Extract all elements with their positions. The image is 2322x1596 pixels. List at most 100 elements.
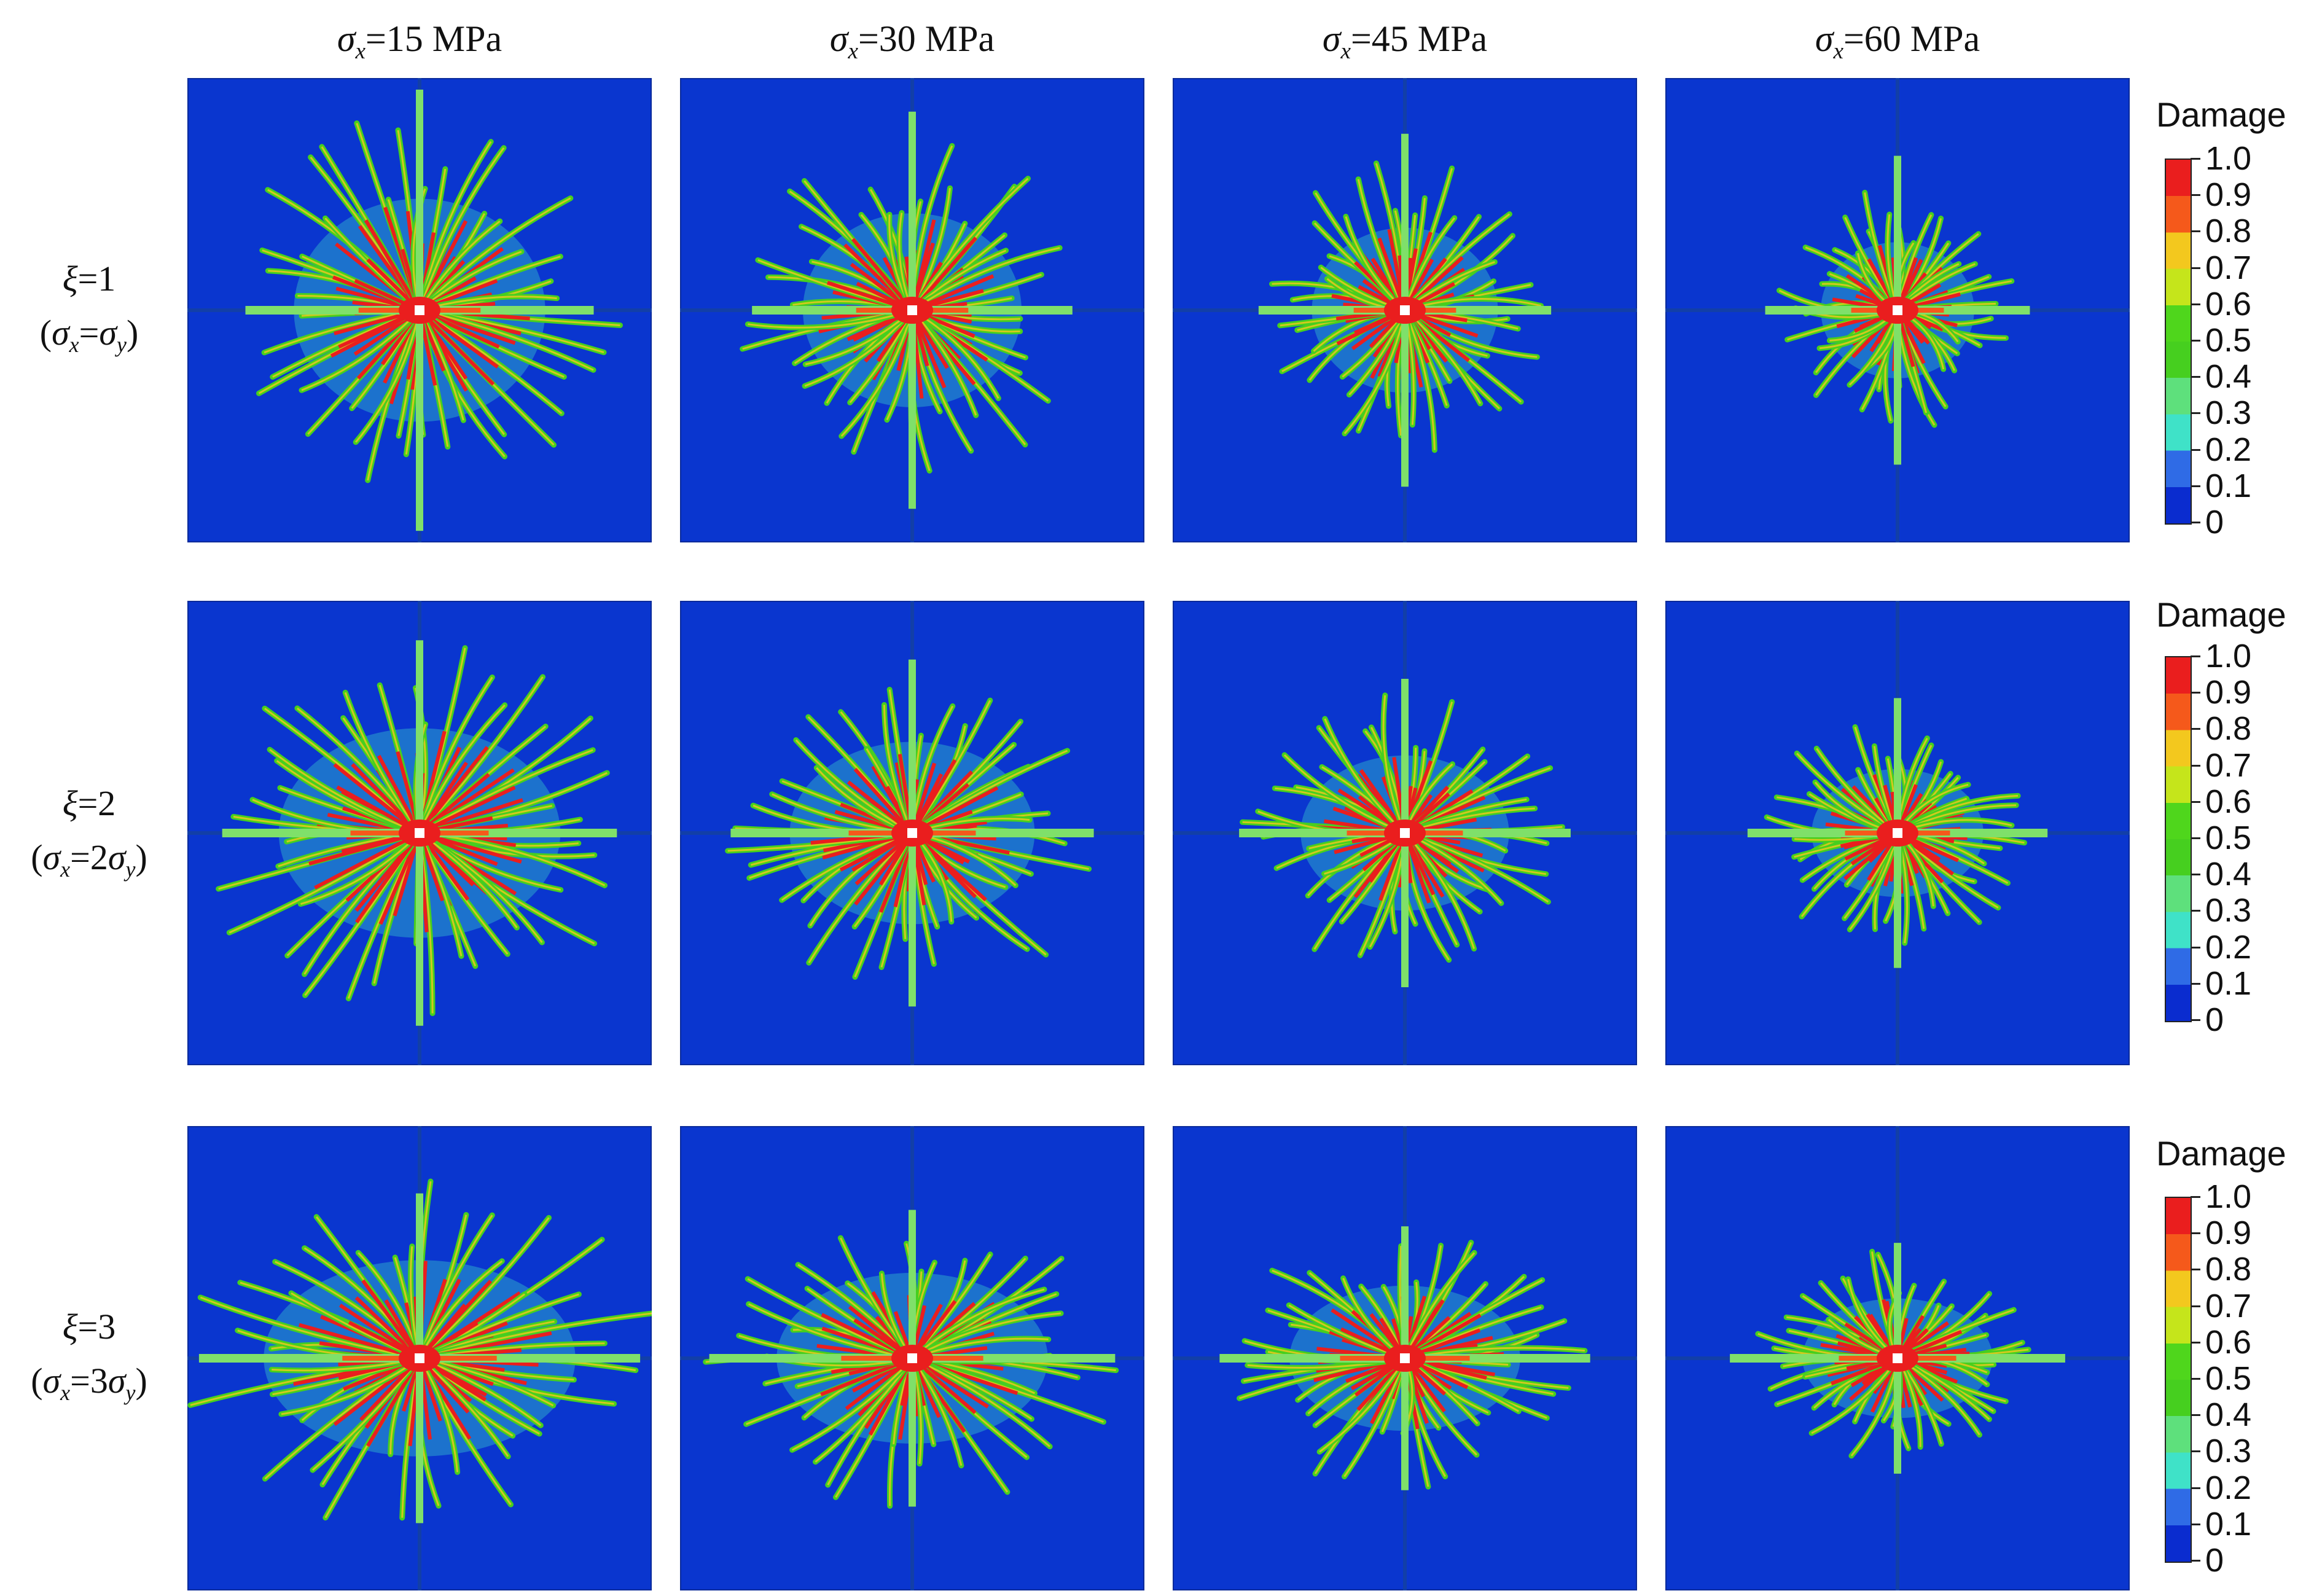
colorbar-tick-label: 0.8 <box>2205 1251 2252 1288</box>
borehole <box>907 828 917 838</box>
colorbar-tick-label: 0.5 <box>2205 820 2252 856</box>
colorbar-tick-mark <box>2191 1523 2200 1525</box>
colorbar <box>2165 656 2192 1022</box>
colorbar-tick-label: 0.9 <box>2205 674 2252 711</box>
colorbar-tick-label: 0.4 <box>2205 856 2252 893</box>
borehole <box>907 305 917 315</box>
colorbar-tick-label: 0.8 <box>2205 710 2252 748</box>
colorbar-tick-label: 0.3 <box>2205 892 2252 929</box>
colorbar-tick-mark <box>2191 1196 2200 1198</box>
damage-panel <box>187 1126 652 1590</box>
colorbar-tick-mark <box>2191 230 2200 233</box>
colorbar-tick-label: 0.2 <box>2205 431 2252 468</box>
colorbar-tick-label: 0.7 <box>2205 746 2252 784</box>
colorbar-title: Damage <box>2156 1134 2286 1173</box>
colorbar-tick-mark <box>2191 412 2200 415</box>
colorbar-tick-label: 0 <box>2205 1001 2224 1038</box>
damage-field <box>1665 601 2130 1065</box>
damage-panel <box>680 1126 1144 1590</box>
damage-panel <box>187 78 652 542</box>
column-header: σx=45 MPa <box>1322 18 1488 64</box>
colorbar-tick-mark <box>2191 303 2200 305</box>
damage-panel <box>1173 78 1637 542</box>
borehole <box>1400 305 1410 315</box>
colorbar-tick-label: 0 <box>2205 1542 2224 1579</box>
damage-field <box>187 601 652 1065</box>
colorbar-tick-mark <box>2191 728 2200 730</box>
damage-field <box>680 78 1144 542</box>
row-label: ξ=1 (σx=σy) <box>39 259 139 357</box>
damage-panel <box>1173 1126 1637 1590</box>
damage-panel <box>1665 1126 2130 1590</box>
colorbar-tick-label: 0.6 <box>2205 783 2252 820</box>
colorbar-tick-mark <box>2191 194 2200 197</box>
borehole <box>415 1353 424 1363</box>
borehole <box>907 1353 917 1363</box>
colorbar-tick-label: 0.9 <box>2205 1215 2252 1252</box>
damage-field <box>1665 1126 2130 1590</box>
damage-field <box>187 1126 652 1590</box>
colorbar-tick-mark <box>2191 946 2200 949</box>
colorbar-tick-label: 0.1 <box>2205 467 2252 504</box>
colorbar-tick-mark <box>2191 158 2200 160</box>
colorbar-tick-label: 1.0 <box>2205 1178 2252 1215</box>
damage-panel <box>680 78 1144 542</box>
damage-panel <box>1665 601 2130 1065</box>
colorbar-tick-mark <box>2191 1341 2200 1344</box>
colorbar-tick-mark <box>2191 340 2200 342</box>
colorbar-tick-label: 0.9 <box>2205 176 2252 214</box>
damage-field <box>1173 601 1637 1065</box>
colorbar-tick-mark <box>2191 1414 2200 1417</box>
damage-field <box>680 601 1144 1065</box>
colorbar-tick-mark <box>2191 837 2200 839</box>
borehole <box>1893 1353 1902 1363</box>
borehole <box>1893 828 1902 838</box>
colorbar-tick-label: 0.5 <box>2205 1360 2252 1397</box>
colorbar-tick-mark <box>2191 522 2200 523</box>
colorbar-tick-label: 0.8 <box>2205 213 2252 250</box>
damage-field <box>187 78 652 542</box>
colorbar-tick-mark <box>2191 764 2200 767</box>
colorbar-tick-mark <box>2191 1019 2200 1021</box>
colorbar-tick-label: 0.3 <box>2205 1433 2252 1470</box>
damage-field <box>680 1126 1144 1590</box>
colorbar-tick-mark <box>2191 1450 2200 1453</box>
colorbar-tick-label: 0.2 <box>2205 1469 2252 1506</box>
colorbar-tick-mark <box>2191 655 2200 657</box>
colorbar-tick-mark <box>2191 800 2200 803</box>
column-header: σx=60 MPa <box>1815 18 1980 64</box>
damage-field <box>1173 1126 1637 1590</box>
colorbar-tick-label: 0.4 <box>2205 358 2252 396</box>
colorbar-tick-mark <box>2191 982 2200 985</box>
crack-network <box>703 1210 1119 1509</box>
colorbar <box>2165 1197 2192 1563</box>
colorbar-title: Damage <box>2156 95 2286 134</box>
borehole <box>1400 828 1410 838</box>
colorbar-tick-mark <box>2191 448 2200 451</box>
colorbar-tick-label: 0.6 <box>2205 285 2252 323</box>
row-label: ξ=2 (σx=2σy) <box>31 783 147 882</box>
damage-panel <box>187 601 652 1065</box>
colorbar-tick-mark <box>2191 1305 2200 1307</box>
colorbar-tick-mark <box>2191 910 2200 912</box>
colorbar-tick-label: 0.7 <box>2205 1287 2252 1324</box>
damage-panel <box>680 601 1144 1065</box>
colorbar-tick-label: 0.1 <box>2205 964 2252 1002</box>
colorbar-tick-label: 0.1 <box>2205 1505 2252 1543</box>
colorbar-tick-mark <box>2191 1232 2200 1235</box>
borehole <box>1400 1353 1410 1363</box>
colorbar-tick-label: 0.4 <box>2205 1396 2252 1434</box>
borehole <box>1893 305 1902 315</box>
colorbar-tick-mark <box>2191 1269 2200 1271</box>
colorbar-tick-mark <box>2191 1560 2200 1562</box>
damage-field <box>1665 78 2130 542</box>
colorbar-tick-mark <box>2191 376 2200 378</box>
colorbar-tick-label: 0.2 <box>2205 928 2252 966</box>
colorbar-tick-label: 0.6 <box>2205 1323 2252 1361</box>
crack-network <box>245 89 623 531</box>
colorbar-tick-label: 1.0 <box>2205 638 2252 675</box>
colorbar-tick-mark <box>2191 267 2200 269</box>
colorbar-tick-label: 0 <box>2205 504 2224 541</box>
colorbar-title: Damage <box>2156 595 2286 634</box>
